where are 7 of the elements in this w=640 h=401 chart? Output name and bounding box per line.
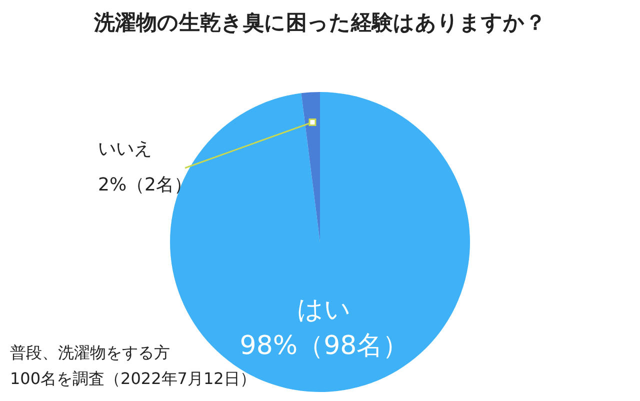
slice-label: はい [297, 295, 352, 326]
chart-title: 洗濯物の生乾き臭に困った経験はありますか？ [93, 10, 546, 34]
data-label: 2%（2名） [98, 174, 192, 196]
text: 普段、洗濯物をする方 [10, 343, 170, 362]
data-label: 98%（98名） [240, 331, 409, 362]
slice-label: いいえ [98, 138, 152, 160]
text: 100名を調査（2022年7月12日） [10, 369, 256, 388]
